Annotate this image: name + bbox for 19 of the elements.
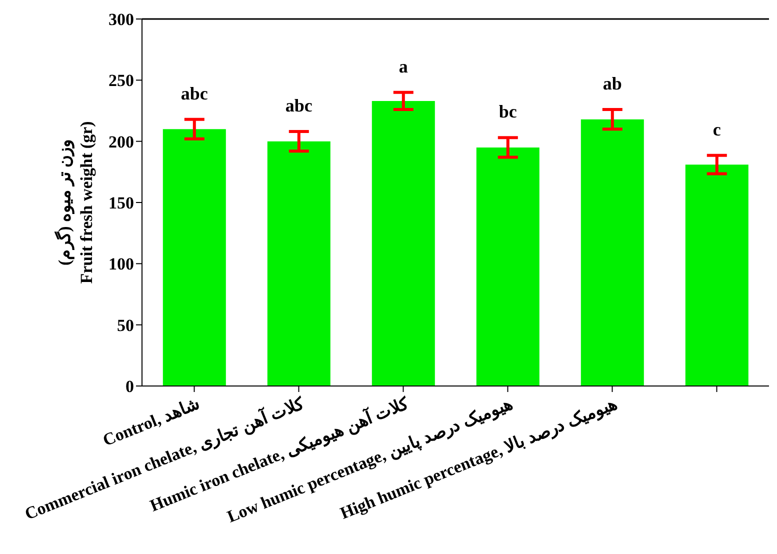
bar [372,100,435,386]
data-label: abc [180,83,208,104]
y-tick-label: 300 [108,10,134,30]
y-tick-label: 100 [108,254,134,274]
y-tick-label: 200 [108,132,134,152]
bar [267,141,330,386]
y-tick-label: 250 [108,71,134,90]
data-label: ab [602,74,622,94]
bar [685,164,748,386]
data-label: abc [285,96,312,116]
bar [476,147,540,386]
y-tick-label: 0 [126,377,134,396]
data-label: bc [498,102,517,122]
y-tick-label: 50 [117,316,134,335]
data-label: c [712,119,721,140]
bar [580,119,644,386]
y-tick-label: 150 [108,194,134,213]
bar [162,129,226,386]
data-label: a [398,56,408,76]
